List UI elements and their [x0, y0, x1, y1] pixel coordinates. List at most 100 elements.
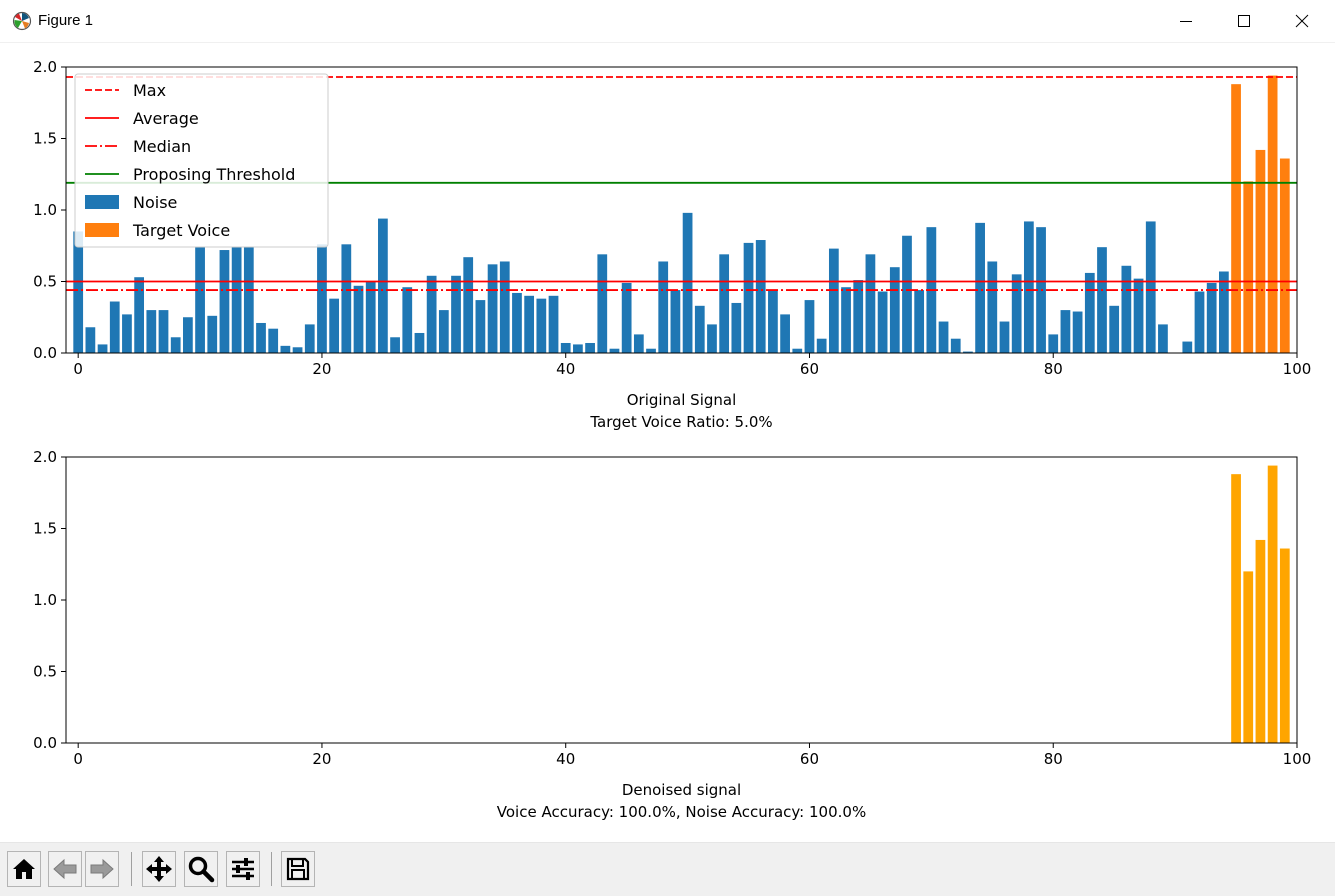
forward-button[interactable] [85, 851, 119, 887]
bar-noise [1084, 272, 1095, 353]
x-tick-label: 80 [1044, 360, 1063, 378]
maximize-button[interactable] [1215, 0, 1273, 42]
bar-noise [694, 305, 705, 353]
x-axis-label: Original Signal [627, 391, 737, 409]
bar-noise [548, 295, 559, 353]
sliders-icon [232, 858, 254, 880]
x-tick-label: 80 [1044, 750, 1063, 768]
save-button[interactable] [281, 851, 315, 887]
bar-noise [426, 275, 437, 353]
bar-noise [731, 302, 742, 353]
x-tick-label: 100 [1283, 360, 1312, 378]
bar-noise [329, 298, 340, 353]
home-button[interactable] [7, 851, 41, 887]
bar-noise [853, 280, 864, 353]
navigation-toolbar [0, 842, 1335, 896]
zoom-magnifier-icon [188, 856, 215, 883]
maximize-icon [1238, 15, 1250, 27]
bar-noise [950, 338, 961, 353]
y-tick-label: 0.0 [33, 734, 57, 752]
bar-noise [451, 275, 461, 353]
bar-noise [292, 347, 303, 353]
bar-noise [1097, 247, 1107, 353]
bar-noise [97, 344, 108, 353]
bar-noise [1194, 291, 1205, 353]
bar-noise [1023, 221, 1034, 353]
window-titlebar: Figure 1 [0, 0, 1335, 43]
x-tick-label: 0 [73, 750, 83, 768]
close-button[interactable] [1273, 0, 1331, 42]
bar-noise [85, 327, 96, 353]
bar-denoised [1279, 548, 1290, 743]
subplot-denoised-signal: 0 20 40 60 80 100 0.0 0.5 1.0 1.5 2.0 Denoised sign… [33, 448, 1311, 821]
bar-denoised [1243, 571, 1254, 743]
bar-noise [134, 277, 145, 353]
legend-label: Max [133, 81, 166, 100]
bar-denoised [1267, 465, 1278, 743]
legend-label: Noise [133, 193, 177, 212]
pan-button[interactable] [142, 851, 176, 887]
legend: Max Average Median Proposing Threshold Noise… [74, 73, 329, 248]
bar-noise [633, 334, 644, 353]
x-tick-label: 40 [556, 750, 575, 768]
configure-subplots-button[interactable] [226, 851, 260, 887]
bar-noise [475, 300, 486, 353]
bar-noise [231, 247, 242, 353]
back-arrow-icon [53, 858, 77, 880]
bar-noise [841, 287, 851, 353]
bar-noise [585, 342, 595, 353]
bar-noise [621, 282, 632, 353]
bar-noise [158, 310, 169, 353]
x-tick-label: 100 [1283, 750, 1312, 768]
bar-noise [914, 290, 925, 353]
x-tick-label: 20 [312, 750, 331, 768]
x-axis-label: Denoised signal [622, 781, 741, 799]
bar-noise [256, 322, 266, 353]
axes-frame [65, 456, 1298, 744]
zoom-button[interactable] [184, 851, 218, 887]
y-tick-label: 1.0 [33, 201, 57, 219]
bar-noise [975, 222, 985, 353]
bar-noise [658, 261, 669, 353]
bar-noise [1145, 221, 1156, 353]
bar-noise [438, 310, 449, 353]
y-tick-label: 0.5 [33, 273, 57, 291]
bar-noise [999, 321, 1010, 353]
bar-noise [219, 250, 230, 353]
legend-box [74, 73, 329, 248]
bar-noise [243, 247, 254, 353]
back-button[interactable] [48, 851, 82, 887]
home-icon [13, 859, 35, 879]
bar-noise [1011, 274, 1022, 353]
bar-target-voice [1231, 84, 1241, 353]
bar-noise [792, 348, 803, 353]
bar-noise [183, 317, 193, 353]
y-tick-label: 1.0 [33, 591, 57, 609]
bar-noise [719, 254, 730, 353]
y-tick-label: 0.0 [33, 344, 57, 362]
bar-noise [670, 290, 681, 353]
bar-target-voice [1255, 149, 1266, 353]
bar-noise [755, 240, 766, 353]
bar-noise [780, 314, 790, 353]
bar-noise [512, 292, 522, 353]
bar-denoised [1255, 539, 1266, 743]
bar-noise [707, 324, 717, 353]
matplotlib-logo-icon [12, 11, 32, 31]
bar-denoised [1231, 474, 1241, 743]
bar-noise [768, 290, 778, 353]
y-tick-label: 1.5 [33, 130, 57, 148]
x-tick-label: 0 [73, 360, 83, 378]
forward-arrow-icon [90, 858, 114, 880]
bar-noise [317, 244, 327, 353]
bar-noise [889, 267, 900, 353]
bar-noise [816, 338, 827, 353]
legend-swatch-noise [85, 195, 119, 209]
bar-noise [1133, 278, 1144, 353]
bar-noise [365, 281, 376, 353]
bar-noise [902, 235, 912, 353]
bar-noise [1206, 282, 1217, 353]
x-tick-label: 40 [556, 360, 575, 378]
bar-noise [536, 298, 547, 353]
minimize-button[interactable] [1157, 0, 1215, 42]
